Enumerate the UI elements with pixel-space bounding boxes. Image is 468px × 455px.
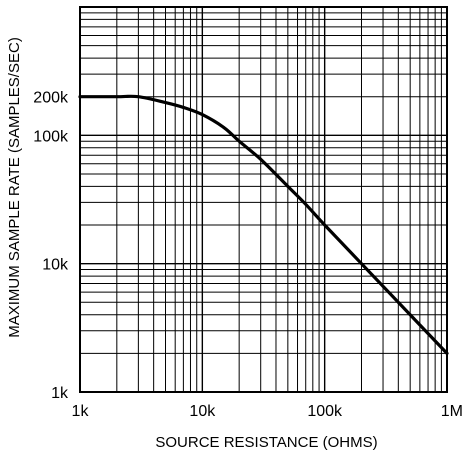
x-tick-label: 1M <box>441 403 463 420</box>
y-tick-label: 1k <box>51 385 69 402</box>
y-tick-labels: 1k 10k 100k 200k <box>33 90 69 402</box>
x-axis-title: SOURCE RESISTANCE (OHMS) <box>155 434 377 451</box>
x-tick-labels: 1k 10k 100k 1M <box>72 403 463 420</box>
series-line <box>78 94 449 355</box>
x-tick-label: 10k <box>189 403 216 420</box>
plot-frame <box>79 6 448 393</box>
y-tick-label: 100k <box>33 128 69 145</box>
y-tick-label: 10k <box>42 257 69 274</box>
grid <box>79 7 447 393</box>
x-tick-label: 100k <box>307 403 343 420</box>
y-tick-label: 200k <box>33 90 69 107</box>
x-tick-label: 1k <box>72 403 90 420</box>
y-axis-title: MAXIMUM SAMPLE RATE (SAMPLES/SEC) <box>6 37 23 338</box>
series-layer <box>78 94 449 355</box>
